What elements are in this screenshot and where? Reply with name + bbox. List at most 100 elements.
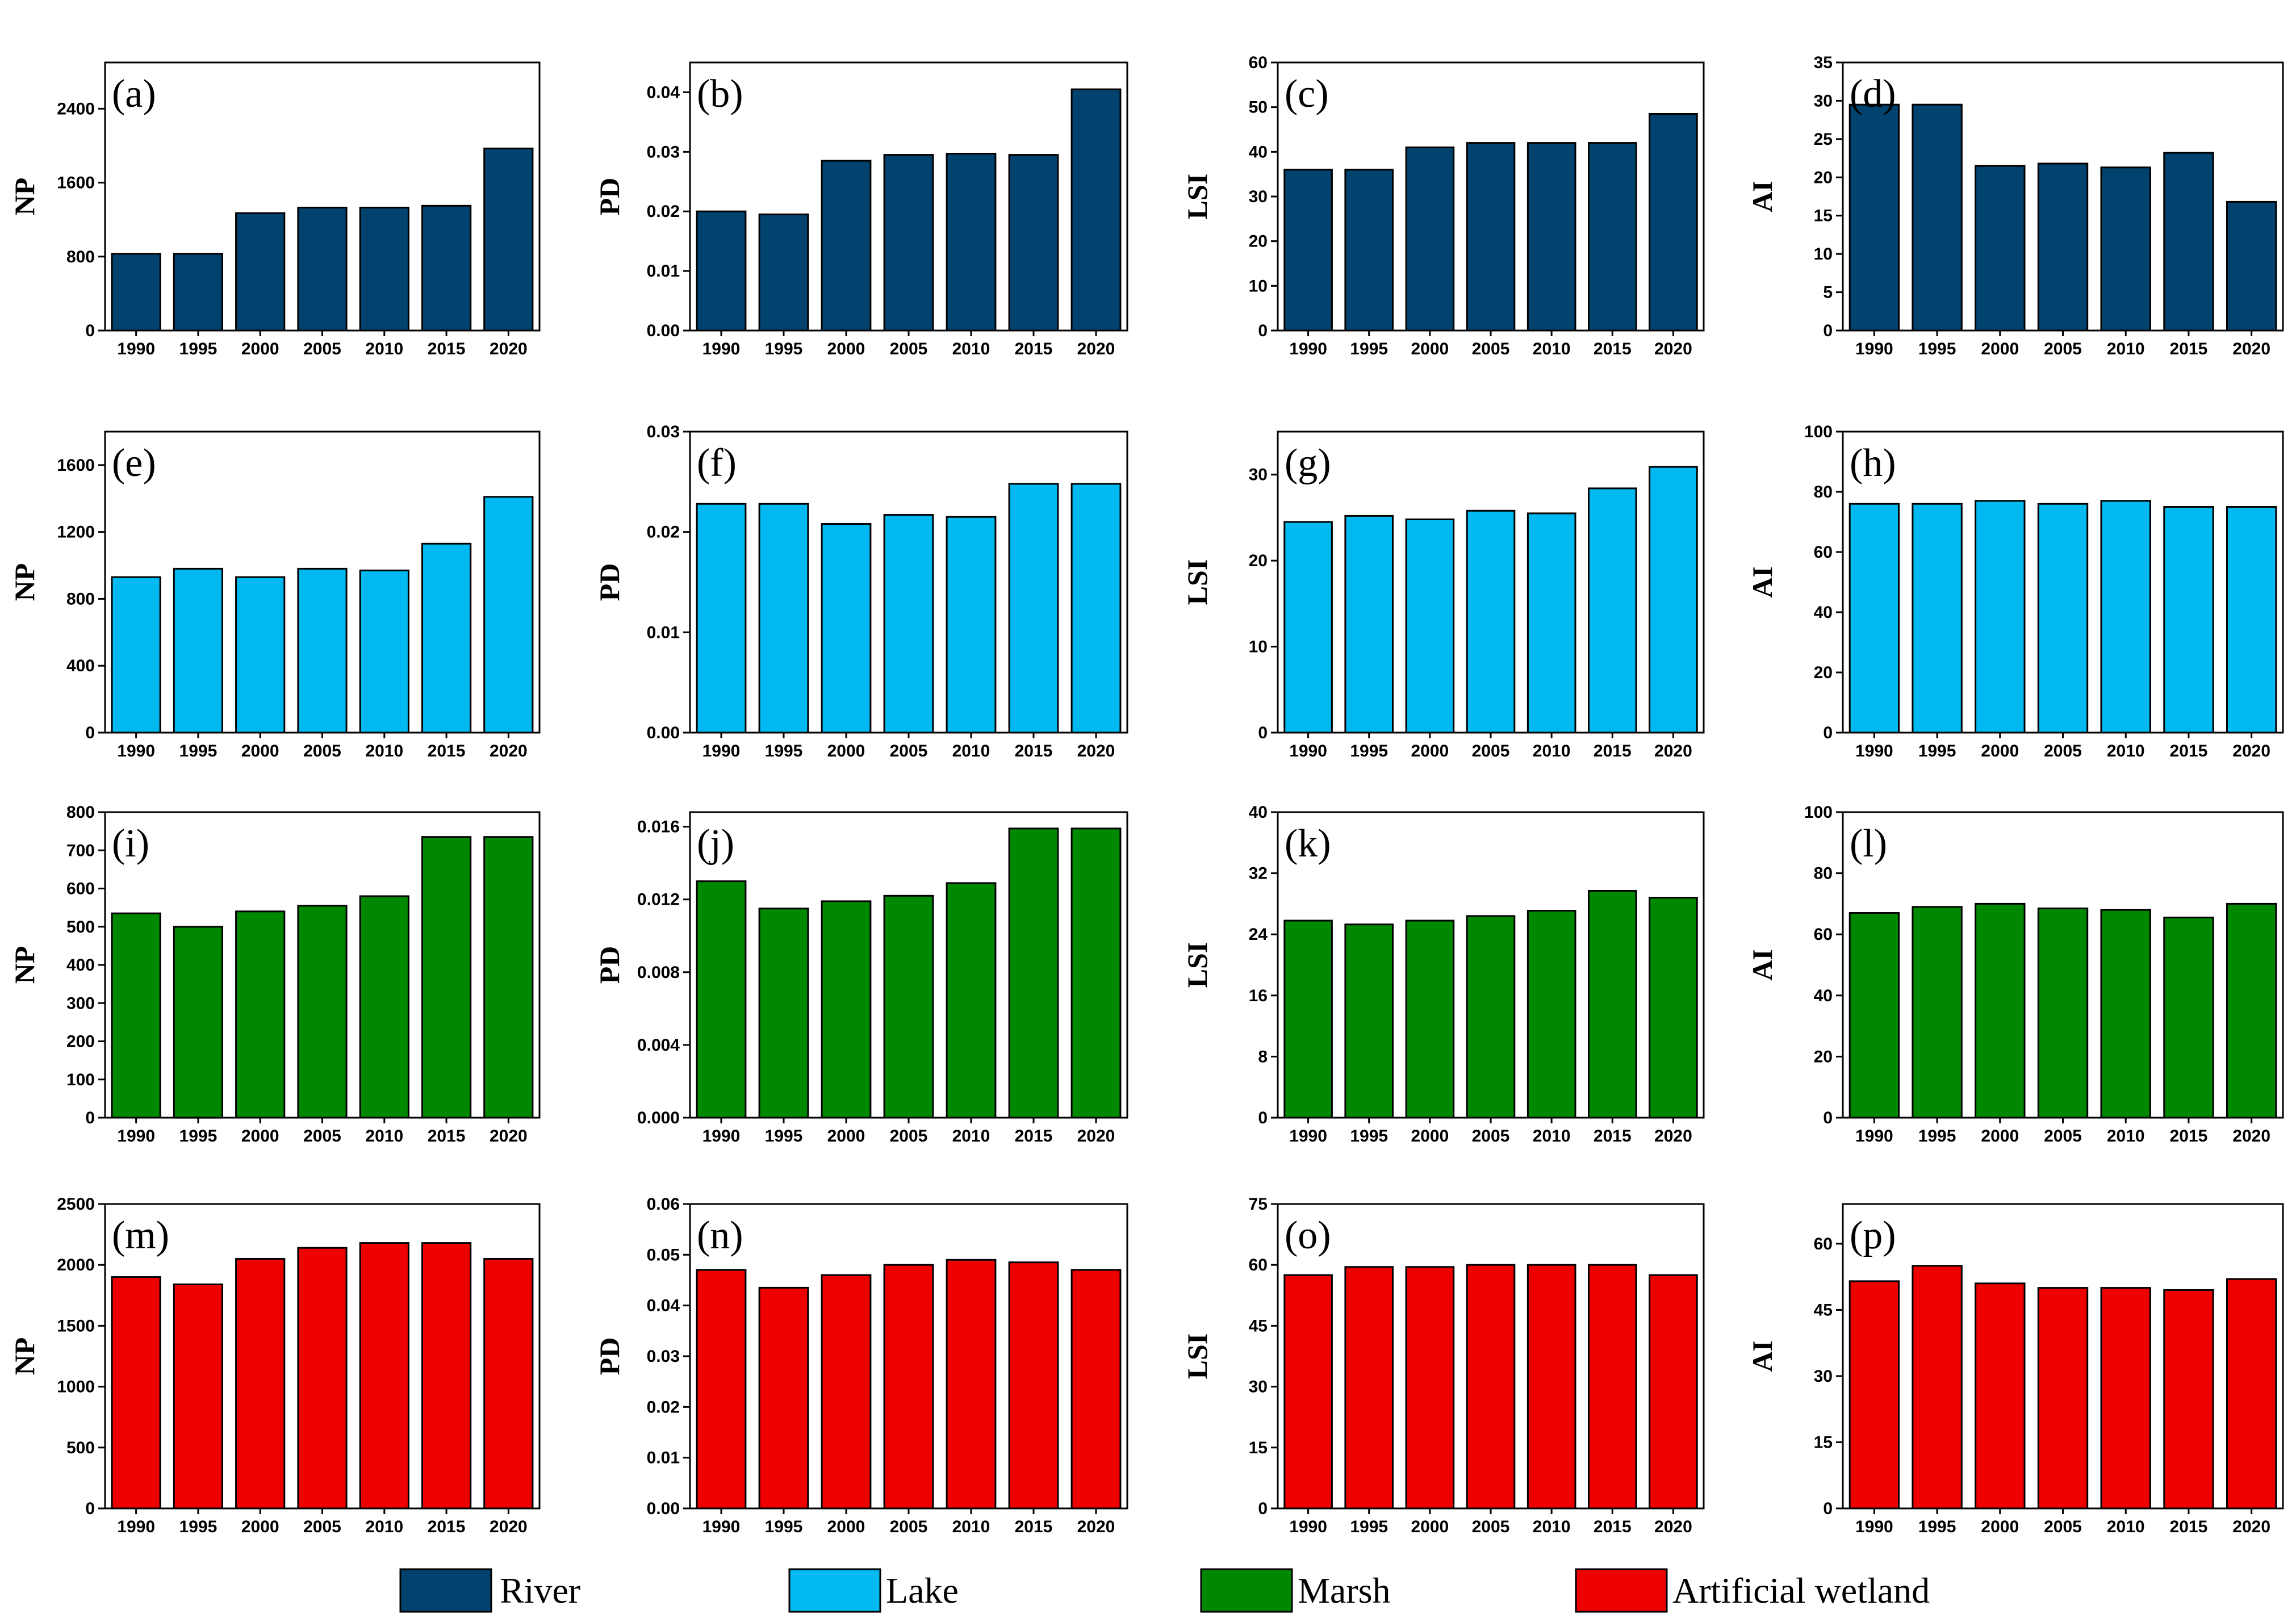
y-tick-label: 800: [66, 248, 95, 266]
panel-d: 0 5 10 15 20 25 30 35 1990 1995 2000 2005 2010 2015 20…: [1746, 53, 2284, 358]
bar-a-2020: [483, 147, 534, 332]
x-tick-label: 1995: [765, 742, 803, 760]
bar-n-2000: [821, 1274, 872, 1510]
x-tick-label: 2015: [2170, 340, 2208, 358]
x-tick-label: 2020: [490, 340, 528, 358]
bar-g-2010: [1527, 512, 1576, 734]
bar-l-1990: [1848, 912, 1900, 1119]
x-tick-label: 2005: [2044, 742, 2082, 760]
y-tick-label: 0.008: [637, 963, 680, 982]
bar-n-1995: [758, 1286, 809, 1510]
bar-d-2020: [2226, 200, 2277, 332]
bar-h-2020: [2226, 506, 2277, 734]
y-tick-label: 40: [1249, 143, 1268, 161]
bar-j-2015: [1008, 827, 1059, 1119]
bar-m-2005: [297, 1247, 348, 1510]
x-tick-label: 2020: [490, 1518, 528, 1536]
y-axis-label: PD: [593, 178, 625, 216]
y-tick-label: 0.00: [647, 1499, 680, 1518]
y-tick-label: 0: [1258, 724, 1268, 742]
bar-i-2005: [297, 905, 348, 1119]
panel-e: 0 400 800 1200 1600 1990 1995 2000 2005 2010 2015 2…: [9, 430, 541, 760]
x-tick-label: 2000: [1411, 1518, 1449, 1536]
x-tick-label: 1995: [1918, 742, 1956, 760]
x-tick-label: 2005: [1472, 340, 1510, 358]
x-tick-label: 2005: [303, 742, 341, 760]
y-tick-label: 40: [1814, 603, 1833, 622]
y-tick-label: 40: [1249, 803, 1268, 822]
y-tick-label: 20: [1249, 551, 1268, 570]
y-tick-label: 0: [85, 1109, 95, 1127]
y-tick-label: 2000: [57, 1256, 95, 1274]
bar-o-1990: [1283, 1274, 1333, 1510]
x-tick-label: 1995: [765, 1127, 803, 1146]
bar-f-2010: [946, 516, 997, 734]
legend-swatch: [1200, 1568, 1293, 1613]
y-tick-label: 15: [1814, 1433, 1833, 1452]
y-tick-label: 0.00: [647, 321, 680, 340]
y-tick-label: 20: [1249, 232, 1268, 251]
x-tick-label: 2015: [1594, 1127, 1632, 1146]
panel-h: 0 20 40 60 80 100 1990 1995 2000 2005 2010 2015 2020…: [1746, 423, 2284, 760]
x-tick-label: 1995: [1350, 340, 1388, 358]
legend-label: Lake: [886, 1570, 959, 1611]
bar-k-2010: [1527, 910, 1576, 1119]
x-tick-label: 1995: [1350, 1127, 1388, 1146]
x-tick-label: 2005: [303, 1518, 341, 1536]
y-tick-label: 0.02: [647, 1398, 680, 1416]
bar-i-1995: [173, 926, 223, 1119]
bar-c-2010: [1527, 142, 1576, 332]
y-tick-label: 60: [1814, 1235, 1833, 1253]
bar-e-2010: [359, 569, 409, 734]
x-tick-label: 2020: [490, 742, 528, 760]
panel-o: 0 15 30 45 60 75 1990 1995 2000 2005 2010 2015 2020 L…: [1181, 1195, 1705, 1536]
panel-j: 0.000 0.004 0.008 0.012 0.016 1990 1995 2000 200…: [593, 811, 1128, 1146]
y-tick-label: 60: [1814, 543, 1833, 562]
y-tick-label: 0: [85, 724, 95, 742]
y-tick-label: 15: [1249, 1439, 1268, 1457]
bar-e-2000: [235, 576, 286, 734]
x-tick-label: 2015: [428, 340, 466, 358]
y-axis-label: PD: [593, 946, 625, 984]
x-tick-label: 2000: [827, 742, 865, 760]
x-tick-label: 2000: [241, 340, 279, 358]
x-tick-label: 2000: [1411, 742, 1449, 760]
y-tick-label: 20: [1814, 1047, 1833, 1066]
x-tick-label: 2020: [1654, 1127, 1692, 1146]
bar-h-2015: [2163, 506, 2214, 734]
bar-f-1990: [696, 503, 747, 734]
legend-label: Artificial wetland: [1672, 1570, 1930, 1611]
bar-o-2005: [1466, 1264, 1516, 1510]
bar-j-2005: [883, 894, 934, 1119]
x-tick-label: 2005: [2044, 1518, 2082, 1536]
x-tick-label: 2020: [490, 1127, 528, 1146]
x-tick-label: 2020: [1654, 742, 1692, 760]
y-tick-label: 0.01: [647, 623, 680, 642]
x-tick-label: 2005: [303, 1127, 341, 1146]
bar-a-2010: [359, 207, 409, 332]
y-tick-label: 16: [1249, 986, 1268, 1005]
panel-a: 0 800 1600 2400 1990 1995 2000 2005 2010 2015 2020…: [9, 61, 541, 358]
y-tick-label: 0.01: [647, 1449, 680, 1468]
x-tick-label: 2010: [365, 340, 403, 358]
y-tick-label: 2500: [57, 1195, 95, 1214]
x-tick-label: 2000: [827, 1518, 865, 1536]
panel-f: 0.00 0.01 0.02 0.03 1990 1995 2000 2005 2010 2015…: [593, 423, 1128, 760]
bar-i-1990: [111, 912, 161, 1119]
y-tick-label: 2400: [57, 99, 95, 118]
bar-h-2000: [1975, 500, 2026, 734]
y-axis-label: PD: [593, 563, 625, 601]
x-tick-label: 2010: [365, 742, 403, 760]
y-tick-label: 1000: [57, 1378, 95, 1397]
bar-e-2005: [297, 567, 348, 734]
y-tick-label: 30: [1249, 187, 1268, 206]
bar-b-2020: [1070, 88, 1122, 332]
x-tick-label: 2000: [827, 340, 865, 358]
x-tick-label: 2000: [1981, 1127, 2019, 1146]
bar-d-2005: [2037, 162, 2089, 332]
x-tick-label: 1990: [1855, 1127, 1893, 1146]
bar-f-1995: [758, 503, 809, 734]
y-tick-label: 8: [1258, 1047, 1268, 1066]
y-tick-label: 0.012: [637, 891, 680, 909]
panel-label: (i): [112, 822, 149, 866]
